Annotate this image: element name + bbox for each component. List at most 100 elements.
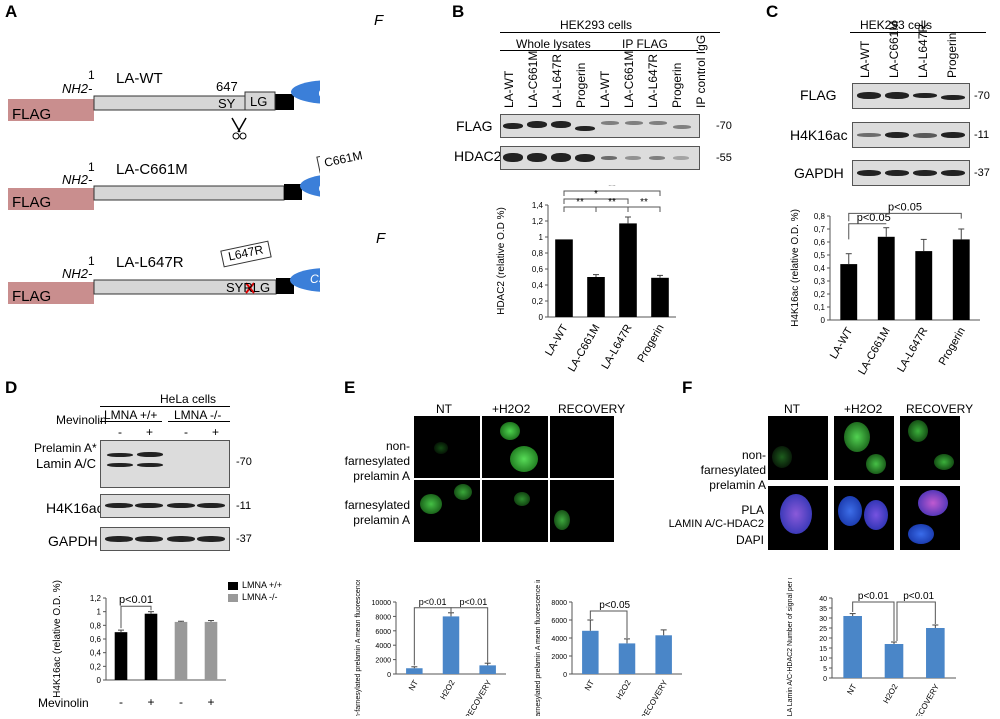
panel-b-lane-2: LA-L647R	[550, 53, 564, 108]
panel-d-row-h4k16ac: H4K16ac	[46, 500, 104, 516]
panel-f-sig-bracket-1	[852, 601, 895, 641]
chart-B-bar-0	[555, 239, 573, 317]
panel-f-row2b: LAMIN A/C-HDAC2	[668, 518, 764, 530]
panel-f-chart: 0 5 10 15 20 25 30 35 40 NT H2O2 RECOVERY PLA Lamin …	[787, 578, 956, 716]
chart-C-ytick-label-8: 0,8	[814, 212, 826, 221]
chart-D-ytick-label-4: 0,8	[90, 621, 102, 630]
panel-b-label: B	[452, 2, 465, 21]
panel-c-lane-0: LA-WT	[858, 40, 872, 78]
panel-e2-sig-bracket	[589, 610, 628, 638]
chart-E2-bar-0	[582, 630, 599, 674]
chart-E2-xlabel-0: NT	[583, 678, 596, 692]
construct1-name: LA-WT	[116, 70, 163, 87]
panel-c-blot-gapdh	[852, 160, 970, 186]
panel-b-lane-6: LA-L647R	[646, 53, 660, 108]
panel-d-mw-11: -11	[236, 500, 252, 512]
chart-C-xlabel-1: LA-C661M	[856, 326, 893, 377]
construct3-flag: FLAG	[12, 288, 52, 305]
panel-e-col2: +H2O2	[492, 402, 531, 416]
panel-c-p2: p<0.05	[888, 201, 922, 213]
panel-c-lane-3: Progerin	[945, 32, 959, 78]
construct1-flag: FLAG	[12, 106, 52, 123]
panel-e-micro-1-1	[414, 416, 480, 478]
chart-E2-ytick-label-3: 6000	[551, 618, 567, 625]
panel-b-lane-4: LA-WT	[598, 70, 612, 108]
panel-d-geno2: LMNA -/-	[174, 408, 222, 422]
panel-e-row1: non-farnesylated prelamin A	[344, 439, 410, 483]
panel-c-blot-h4k16ac	[852, 122, 970, 148]
chart-E1-ytick-label-1: 2000	[375, 658, 391, 665]
chart-C-ytick-label-5: 0,5	[814, 251, 826, 260]
construct1-lg: LG	[250, 94, 268, 109]
panel-d-p: p<0.01	[119, 594, 153, 606]
panel-c-lane-2: LA-L647R	[916, 23, 930, 78]
chart-C-ytick-label-1: 0,1	[814, 303, 826, 312]
panel-f-row2a: PLA	[741, 503, 764, 517]
panel-c-mw-37: -37	[974, 167, 990, 179]
chart-C-ytick-label-0: 0	[821, 316, 826, 325]
chart-F-ytick-label-5: 25	[819, 626, 827, 633]
chart-B-ylabel: HDAC2 (relative O.D %)	[496, 207, 507, 315]
chart-B-bar-3	[651, 277, 669, 317]
construct2-name: LA-C661M	[116, 161, 188, 178]
chart-B-xlabel-3: Progerin	[635, 323, 666, 365]
construct1-num: 1	[88, 68, 95, 82]
chart-E2-xlabel-2: RECOVERY	[639, 678, 670, 716]
panel-d-mw-37: -37	[236, 533, 252, 545]
panel-e1-p1: p<0.01	[419, 597, 447, 607]
panel-e1-sig-bracket-2	[450, 607, 489, 663]
panel-e-label: E	[344, 378, 356, 397]
panel-f-micro-1-3	[900, 416, 960, 480]
chart-D-xlabel-2: -	[179, 695, 183, 709]
construct3-sy: SYRLG	[226, 280, 271, 295]
panel-e-micro-2-2	[482, 480, 548, 542]
panel-d-blot-gapdh	[100, 527, 230, 551]
panel-d-mw-70: -70	[236, 456, 252, 468]
panel-b-lane-8: IP control IgG	[694, 34, 708, 108]
chart-B-ytick-label-2: 0,4	[532, 281, 544, 290]
chart-C-bar-3	[952, 239, 970, 320]
chart-D-bar-3	[204, 621, 218, 680]
chart-D-ylabel: H4K16ac (relative O.D. %)	[52, 580, 63, 698]
panel-b-lane-7: Progerin	[670, 62, 684, 108]
chart-F-bar-1	[884, 644, 904, 678]
panel-e-col1: NT	[436, 402, 452, 416]
chart-F-ylabel: PLA Lamin A/C-HDAC2 Number of signal per…	[787, 578, 794, 716]
chart-F-ytick-label-7: 35	[819, 606, 827, 613]
construct3-name: LA-L647R	[116, 254, 184, 271]
construct2-csim: CMSIM	[316, 173, 360, 197]
chart-F-ytick-label-1: 5	[823, 666, 827, 673]
panel-d-label: D	[5, 378, 18, 397]
panel-c-blot-flag	[852, 83, 970, 109]
chart-C-ylabel: H4K16ac (relative O.D. %)	[790, 209, 801, 327]
chart-B-xlabel-2: LA-L647R	[599, 322, 634, 371]
panel-f-micro-2-3	[900, 486, 960, 550]
panel-c-mw-70: -70	[974, 90, 990, 102]
chart-C-ytick-label-3: 0,3	[814, 277, 826, 286]
panel-d-header: HeLa cells	[160, 392, 217, 406]
panel-f-col1: NT	[784, 402, 800, 416]
chart-B-bar-1	[587, 277, 605, 317]
chart-E2-xlabel-1: H2O2	[614, 678, 633, 701]
chart-B-xlabel-0: LA-WT	[543, 322, 571, 358]
chart-D-ytick-label-5: 1	[97, 608, 102, 617]
chart-B-ytick-label-6: 1,2	[532, 217, 544, 226]
panel-e-col3: RECOVERY	[558, 402, 626, 416]
construct2-num: 1	[88, 160, 95, 174]
chart-C-xlabel-3: Progerin	[937, 326, 968, 368]
panel-c-row-h4k16ac: H4K16ac	[790, 127, 848, 143]
chart-D-ytick-label-3: 0,6	[90, 635, 102, 644]
panel-b-sig-0: **	[608, 185, 616, 192]
panel-c-sig-bracket-1	[848, 223, 887, 240]
panel-d-row-gapdh: GAPDH	[48, 533, 98, 549]
chart-E1-xlabel-2: RECOVERY	[463, 678, 494, 716]
construct1-pos: 647	[216, 79, 238, 94]
legend-swatch-ko	[228, 594, 238, 602]
panel-b-group1: Whole lysates	[516, 37, 591, 51]
chart-C-xlabel-2: LA-L647R	[895, 325, 930, 374]
panel-a-schematic	[8, 80, 320, 304]
chart-C-ytick-label-6: 0,6	[814, 238, 826, 247]
chart-B-ytick-label-4: 0,8	[532, 249, 544, 258]
panel-d-mevinolin-label: Mevinolin	[56, 413, 107, 427]
chart-B-ytick-label-3: 0,6	[532, 265, 544, 274]
